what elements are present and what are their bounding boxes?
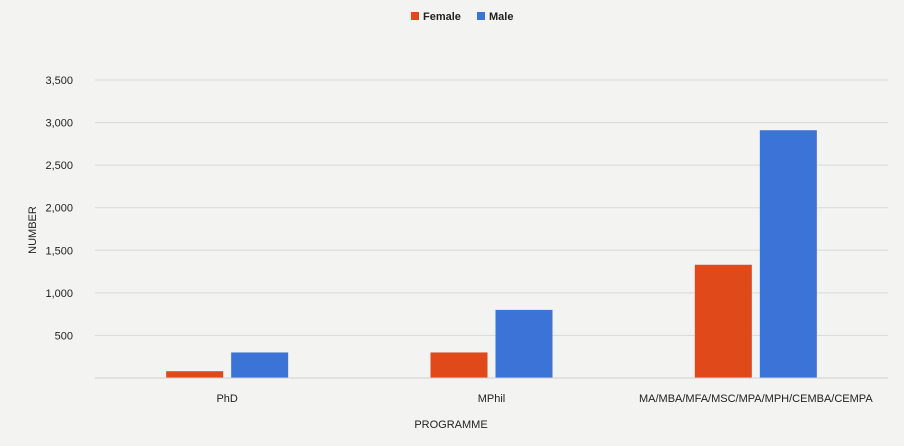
y-tick-label: 1,500 (45, 245, 73, 257)
bars (166, 130, 817, 378)
y-tick-label: 500 (55, 330, 73, 342)
legend: Female Male (411, 11, 513, 23)
bar-female-2 (430, 352, 488, 378)
bar-female-3 (694, 264, 752, 378)
y-tick-label: 3,500 (45, 75, 73, 87)
y-tick-label: 3,000 (45, 118, 73, 130)
x-tick-label: PhD (216, 393, 237, 405)
y-axis-title: NUMBER (27, 206, 39, 254)
x-axis-ticks: PhD MPhil MA/MBA/MFA/MSC/MPA/MPH/CEMBA/CEM… (216, 393, 873, 405)
bar-female-1 (166, 371, 224, 378)
y-tick-label: 2,500 (45, 160, 73, 172)
legend-swatch-female (411, 12, 419, 20)
bar-male-2 (495, 309, 553, 378)
y-axis-ticks: 500 1,000 1,500 2,000 2,500 3,000 3,500 (45, 75, 73, 342)
x-tick-label: MA/MBA/MFA/MSC/MPA/MPH/CEMBA/CEMPA (639, 393, 873, 405)
legend-swatch-male (477, 12, 485, 20)
legend-label-female: Female (423, 11, 461, 23)
x-tick-label: MPhil (478, 393, 506, 405)
gridlines (95, 79, 888, 336)
y-tick-label: 2,000 (45, 203, 73, 215)
legend-label-male: Male (489, 11, 513, 23)
bar-male-3 (759, 130, 817, 378)
x-axis-title: PROGRAMME (414, 419, 487, 431)
y-tick-label: 1,000 (45, 288, 73, 300)
bar-male-1 (231, 352, 289, 378)
